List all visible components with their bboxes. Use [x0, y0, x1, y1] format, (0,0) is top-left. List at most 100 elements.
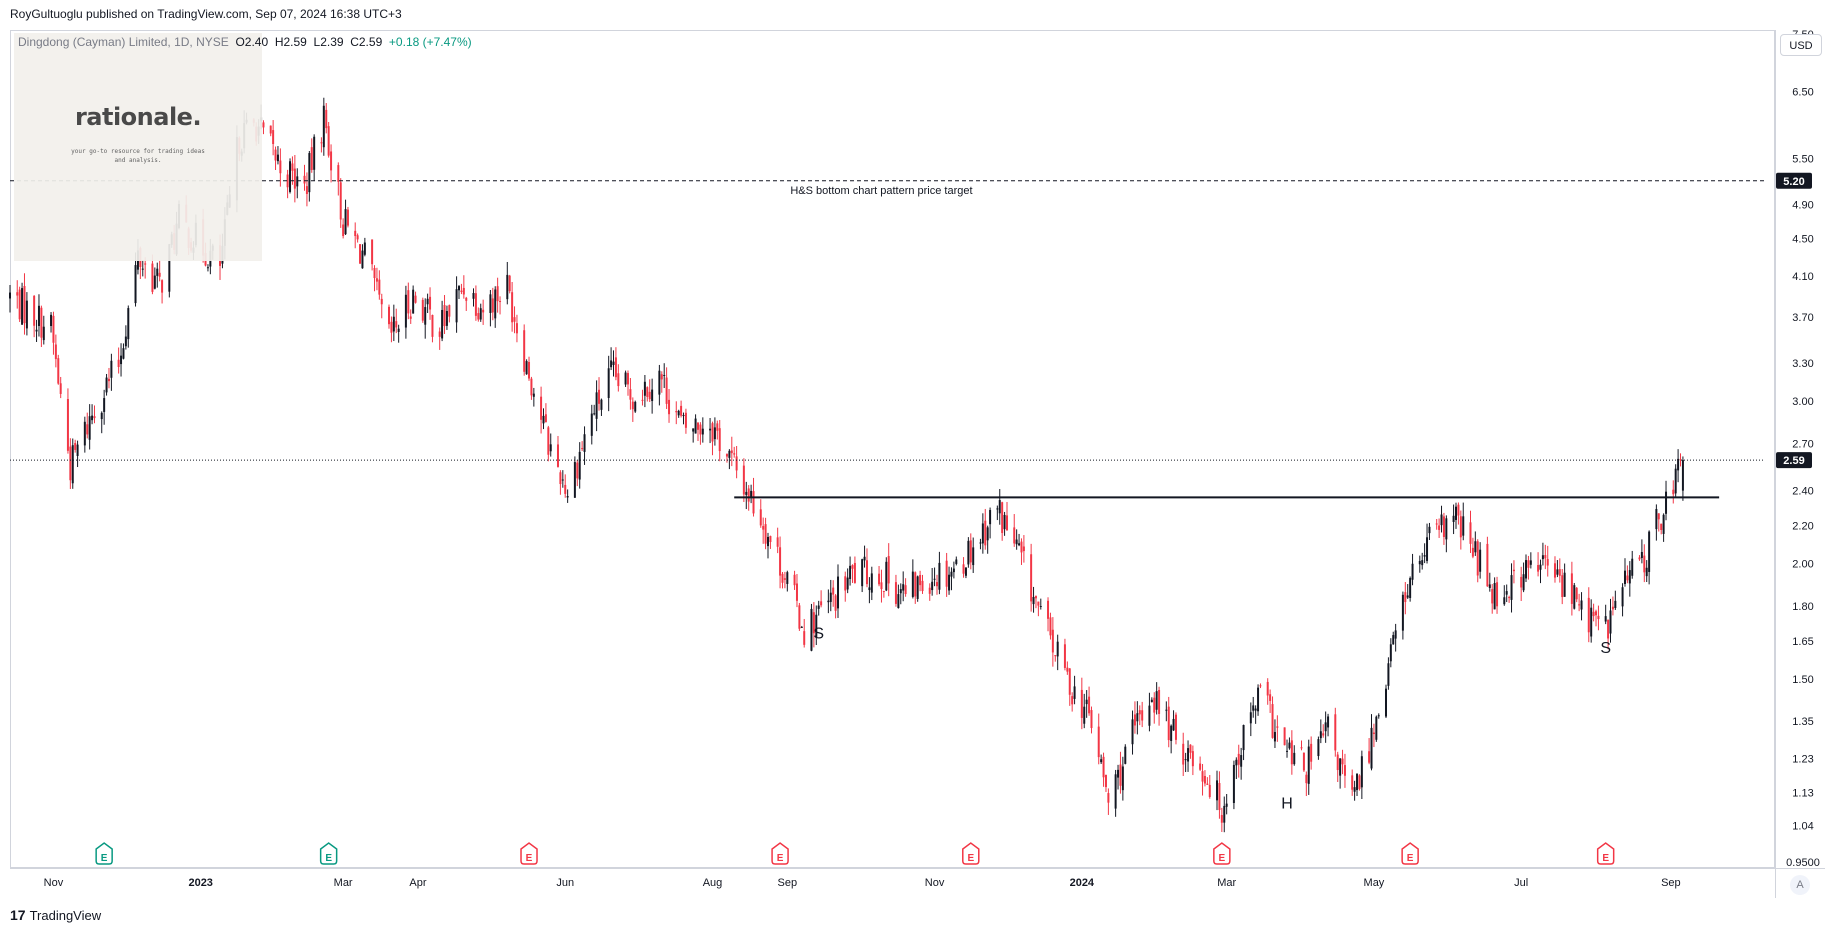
candle-body	[1235, 759, 1238, 766]
price-axis-tick-label: 3.00	[1792, 396, 1813, 408]
candle-body	[269, 125, 272, 134]
candle-body	[663, 375, 666, 377]
candle-body	[1428, 526, 1431, 534]
earnings-event-icon[interactable]	[771, 842, 789, 865]
candle-body	[1503, 597, 1506, 605]
candle-body	[1368, 751, 1371, 763]
candle-body	[1165, 709, 1168, 711]
candle-body	[1334, 714, 1337, 751]
candle-body	[658, 370, 661, 395]
candle-body	[902, 584, 905, 591]
candle-body	[716, 423, 719, 431]
candle-body	[156, 268, 159, 276]
candle-body	[1486, 543, 1489, 587]
price-axis-tick-label: 2.70	[1792, 438, 1813, 450]
candle-body	[1527, 560, 1530, 568]
candle-body	[1360, 756, 1363, 788]
candle-body	[696, 422, 699, 430]
candle-body	[1570, 573, 1573, 604]
tradingview-footer[interactable]: 17 TradingView	[10, 907, 101, 923]
candle-body	[810, 608, 813, 651]
candle-body	[373, 267, 376, 279]
candle-body	[675, 411, 678, 413]
candle-body	[1423, 555, 1426, 557]
candle-body	[511, 292, 514, 323]
candle-body	[651, 389, 654, 402]
candle-body	[1073, 686, 1076, 699]
candle-body	[477, 313, 480, 320]
candle-body	[1242, 725, 1245, 751]
candle-body	[23, 286, 26, 324]
candle-body	[9, 292, 11, 299]
candle-body	[677, 410, 680, 416]
candle-body	[1191, 751, 1194, 767]
candle-body	[1249, 712, 1252, 724]
candle-body	[713, 427, 716, 440]
earnings-event-icon[interactable]	[962, 842, 980, 865]
candle-body	[803, 631, 806, 645]
candle-body	[817, 605, 820, 609]
candle-body	[935, 582, 938, 587]
candle-body	[1529, 560, 1532, 565]
candle-body	[308, 153, 311, 193]
candle-body	[1628, 570, 1631, 584]
candle-body	[1520, 576, 1523, 588]
candle-body	[127, 308, 130, 340]
candle-body	[1553, 563, 1556, 578]
candle-body	[1505, 591, 1508, 595]
candle-body	[390, 321, 393, 333]
candle-body	[795, 583, 798, 601]
earnings-event-icon[interactable]	[1596, 842, 1615, 865]
candle-body	[122, 348, 125, 359]
candle-body	[1609, 610, 1612, 634]
candle-body	[1508, 597, 1511, 599]
price-axis-tick-label: 4.10	[1792, 271, 1813, 283]
candle-body	[515, 323, 518, 334]
candle-body	[42, 326, 45, 341]
candle-body	[948, 574, 951, 591]
candle-body	[291, 163, 294, 171]
candle-body	[742, 465, 745, 495]
candle-body	[93, 416, 96, 419]
candle-body	[880, 582, 883, 590]
candle-body	[354, 230, 357, 237]
candle-body	[346, 209, 349, 226]
candle-body	[764, 524, 767, 544]
candle-body	[1471, 547, 1474, 557]
candle-body	[1104, 774, 1107, 788]
candle-body	[1107, 793, 1110, 803]
auto-scale-button[interactable]: A	[1790, 875, 1810, 895]
candle-body	[1488, 584, 1491, 588]
candle-body	[914, 572, 917, 597]
earnings-event-icon[interactable]	[1213, 842, 1231, 865]
candle-body	[962, 564, 965, 574]
earnings-event-icon[interactable]	[520, 842, 538, 865]
candle-body	[865, 560, 868, 585]
candle-body	[1587, 597, 1590, 633]
candle-body	[1063, 644, 1066, 668]
candle-body	[499, 300, 502, 302]
candle-body	[1083, 706, 1086, 724]
candle-body	[911, 571, 914, 597]
candle-body	[837, 576, 840, 609]
candle-body	[566, 496, 569, 498]
time-axis-separator	[10, 868, 1825, 869]
candle-body	[18, 289, 21, 320]
earnings-event-icon[interactable]	[95, 842, 113, 865]
currency-button[interactable]: USD	[1780, 34, 1822, 56]
earnings-event-icon[interactable]	[1401, 842, 1419, 865]
candle-body	[887, 556, 890, 584]
candle-body	[110, 360, 113, 378]
candle-body	[1375, 716, 1378, 740]
earnings-event-icon[interactable]	[319, 842, 338, 865]
candle-body	[1001, 502, 1004, 534]
candle-body	[626, 373, 629, 385]
rationale-logo-watermark: rationale. your go-to resource for tradi…	[14, 33, 262, 261]
candle-body	[593, 413, 596, 415]
candle-body	[634, 401, 637, 412]
symbol-legend[interactable]: Dingdong (Cayman) Limited, 1D, NYSE O2.4…	[18, 35, 472, 49]
candle-body	[1124, 746, 1127, 764]
candle-body	[100, 412, 103, 420]
price-axis-tick-label: 2.00	[1792, 559, 1813, 571]
